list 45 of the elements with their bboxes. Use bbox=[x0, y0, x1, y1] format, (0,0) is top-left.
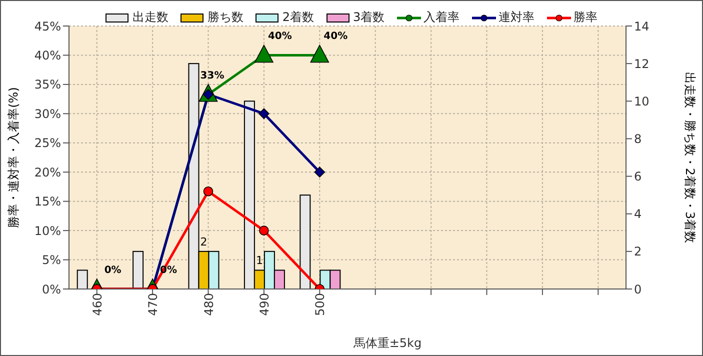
x-axis-title: 馬体重±5kg bbox=[352, 336, 422, 350]
y2-tick-label: 0 bbox=[634, 282, 642, 296]
y-tick-label: 10% bbox=[34, 224, 61, 238]
bar bbox=[132, 250, 144, 289]
data-label: 2 bbox=[200, 235, 208, 248]
x-tick-label: 470 bbox=[146, 293, 160, 316]
y2-tick-label: 12 bbox=[634, 56, 650, 71]
y-tick-label: 25% bbox=[34, 136, 61, 150]
y2-tick-label: 6 bbox=[634, 170, 642, 184]
y2-tick-label: 4 bbox=[634, 207, 642, 222]
data-label: 40% bbox=[268, 31, 292, 42]
x-tick-label: 460 bbox=[90, 293, 104, 316]
y-tick-label: 15% bbox=[34, 194, 61, 209]
y-tick-label: 30% bbox=[34, 106, 61, 121]
legend-label: 3着数 bbox=[353, 9, 385, 26]
data-label: 1 bbox=[256, 254, 263, 268]
y-tick-label: 45% bbox=[34, 19, 61, 34]
legend-label: 勝ち数 bbox=[207, 9, 244, 26]
data-label: 0% bbox=[104, 265, 122, 276]
legend-label: 2着数 bbox=[282, 9, 314, 26]
point bbox=[310, 44, 330, 63]
point bbox=[258, 108, 270, 120]
legend-label: 勝率 bbox=[574, 9, 598, 26]
y2-tick-label: 8 bbox=[634, 132, 642, 146]
bar bbox=[76, 270, 88, 289]
y2-tick-label: 2 bbox=[634, 244, 642, 259]
y2-axis-title: 出走数・勝ち数・2着数・3着数 bbox=[682, 72, 697, 244]
y-tick-label: 40% bbox=[34, 48, 61, 62]
legend-label: 連対率 bbox=[498, 9, 535, 26]
y2-tick-label: 10 bbox=[634, 94, 650, 108]
data-label: 33% bbox=[200, 70, 224, 82]
y-tick-label: 5% bbox=[42, 253, 61, 268]
bar bbox=[300, 194, 311, 289]
data-label: 40% bbox=[324, 31, 348, 42]
legend-label: 出走数 bbox=[132, 9, 168, 26]
legend-label: 入着率 bbox=[424, 9, 460, 26]
x-tick-label: 480 bbox=[202, 293, 216, 316]
x-tick-label: 500 bbox=[313, 293, 328, 316]
y-tick-label: 0% bbox=[42, 282, 61, 296]
y-tick-label: 35% bbox=[34, 78, 61, 92]
y-axis-title: 勝率・連対率・入着率(%) bbox=[6, 87, 20, 228]
point bbox=[254, 44, 274, 63]
y2-tick-label: 14 bbox=[634, 19, 650, 34]
x-tick-label: 490 bbox=[257, 293, 272, 316]
y-tick-label: 20% bbox=[34, 165, 61, 180]
